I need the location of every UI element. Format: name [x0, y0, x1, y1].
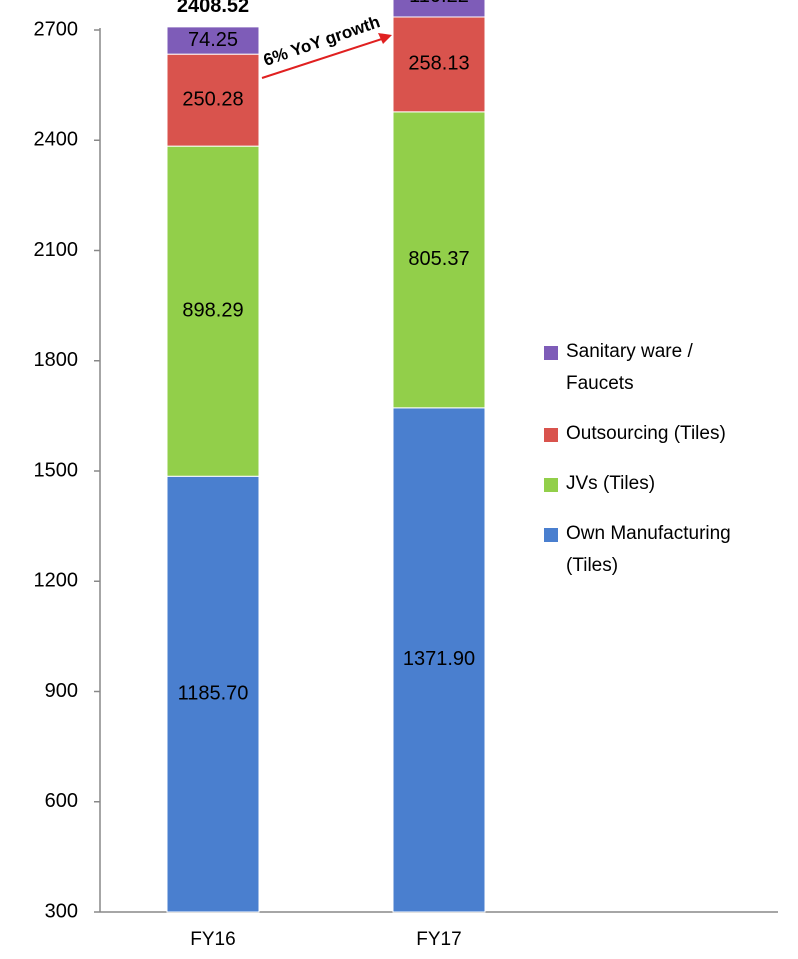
y-tick-label: 2400 [34, 129, 79, 151]
y-tick-label: 600 [45, 790, 78, 812]
legend-swatch [544, 346, 558, 360]
legend-item: Own Manufacturing (Tiles) [542, 518, 757, 582]
bar-segment [392, 407, 486, 913]
legend-item: Sanitary ware / Faucets [542, 336, 757, 400]
legend-label: Sanitary ware / Faucets [566, 341, 693, 394]
data-label: 1185.70 [178, 682, 249, 704]
data-label: 1371.90 [403, 648, 475, 670]
y-tick-label: 2100 [34, 239, 79, 261]
data-label: 805.37 [408, 248, 469, 270]
data-label: 898.29 [182, 299, 243, 321]
bar-segment [166, 145, 260, 477]
annotation: 6% YoY growth [261, 12, 382, 70]
legend-label: JVs (Tiles) [566, 473, 656, 494]
total-label: 2408.52 [177, 0, 249, 17]
y-tick-label: 1800 [34, 349, 79, 371]
legend-label: Own Manufacturing (Tiles) [566, 523, 731, 576]
legend-item: Outsourcing (Tiles) [542, 418, 757, 450]
data-label: 258.13 [408, 53, 469, 75]
legend-swatch [544, 478, 558, 492]
legend-item: JVs (Tiles) [542, 468, 757, 500]
bar-segment [166, 26, 260, 55]
data-label: 110.22 [409, 0, 469, 7]
legend-swatch [544, 528, 558, 542]
bar-segment [166, 475, 260, 913]
bar-segment [166, 53, 260, 147]
bar-segment [392, 0, 486, 18]
growth-arrow-head [378, 33, 392, 44]
y-tick-label: 300 [45, 900, 78, 922]
data-label: 250.28 [182, 88, 243, 110]
y-tick-label: 2700 [34, 18, 79, 40]
legend-swatch [544, 428, 558, 442]
y-tick-label: 900 [45, 680, 78, 702]
growth-arrow [261, 37, 386, 79]
y-tick-label: 1200 [34, 570, 79, 592]
bar-segment [392, 16, 486, 113]
data-label: 74.25 [188, 29, 238, 51]
x-tick-label: FY16 [190, 929, 235, 950]
bar-segment [392, 111, 486, 409]
legend: Sanitary ware / Faucets Outsourcing (Tile… [542, 336, 757, 600]
y-tick-label: 1500 [34, 459, 79, 481]
legend-label: Outsourcing (Tiles) [566, 423, 726, 444]
x-tick-label: FY17 [416, 929, 461, 950]
